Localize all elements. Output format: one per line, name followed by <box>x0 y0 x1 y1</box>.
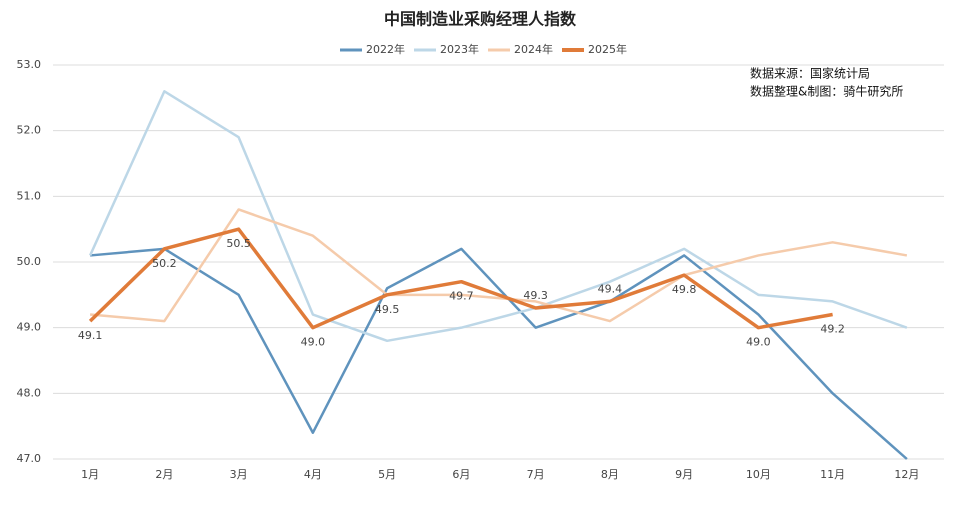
series-line <box>90 208 908 323</box>
data-label: 49.7 <box>449 290 474 303</box>
x-tick-label: 1月 <box>81 468 99 481</box>
x-tick-label: 2月 <box>155 468 173 481</box>
y-tick-label: 50.0 <box>17 255 42 268</box>
y-tick-label: 49.0 <box>17 321 42 334</box>
x-tick-label: 5月 <box>378 468 396 481</box>
legend-label: 2023年 <box>440 42 479 56</box>
chart-title: 中国制造业采购经理人指数 <box>384 10 577 29</box>
x-tick-label: 6月 <box>452 468 470 481</box>
data-label: 50.5 <box>226 237 251 250</box>
x-tick-label: 3月 <box>230 468 248 481</box>
y-tick-label: 53.0 <box>17 58 42 71</box>
y-tick-label: 51.0 <box>17 189 42 202</box>
x-tick-label: 7月 <box>527 468 545 481</box>
annotation: 数据整理&制图：骑牛研究所 <box>750 84 903 99</box>
x-tick-label: 11月 <box>820 468 845 481</box>
legend-label: 2025年 <box>588 42 627 56</box>
annotation: 数据来源：国家统计局 <box>750 66 870 81</box>
data-label: 49.5 <box>375 303 400 316</box>
series-line <box>88 227 833 330</box>
data-label: 49.1 <box>78 329 103 342</box>
data-label: 49.3 <box>523 289 548 302</box>
data-label: 49.0 <box>301 336 326 349</box>
y-tick-label: 48.0 <box>17 386 42 399</box>
x-tick-label: 8月 <box>601 468 619 481</box>
data-label: 50.2 <box>152 257 177 270</box>
legend-label: 2024年 <box>514 42 553 56</box>
y-tick-label: 47.0 <box>17 452 42 465</box>
y-tick-label: 52.0 <box>17 124 42 137</box>
data-label: 49.4 <box>598 282 623 295</box>
series-line <box>88 90 908 343</box>
x-tick-label: 10月 <box>746 468 771 481</box>
legend-label: 2022年 <box>366 42 405 56</box>
series-line <box>90 247 908 460</box>
x-tick-label: 12月 <box>894 468 919 481</box>
data-label: 49.0 <box>746 336 771 349</box>
x-tick-label: 4月 <box>304 468 322 481</box>
data-label: 49.2 <box>820 323 845 336</box>
data-label: 49.8 <box>672 283 697 296</box>
x-tick-label: 9月 <box>675 468 693 481</box>
